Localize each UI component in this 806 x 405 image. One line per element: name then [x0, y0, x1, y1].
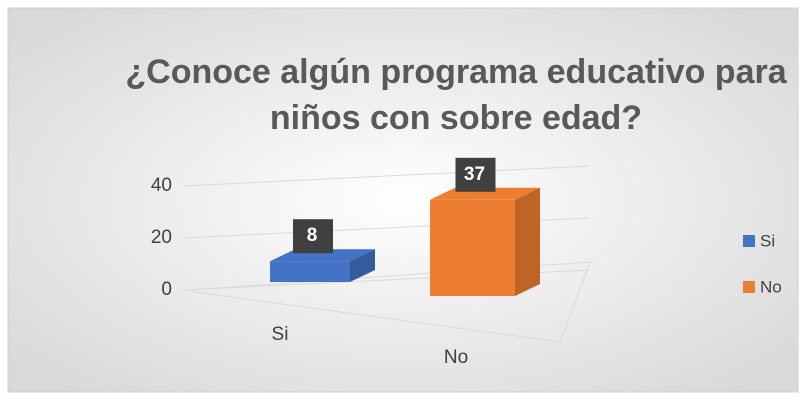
chart-title: niños con sobre edad? — [270, 99, 642, 137]
bar-side — [350, 249, 375, 282]
legend-swatch — [743, 281, 755, 293]
x-tick-label: Si — [272, 324, 289, 345]
data-label-box — [455, 157, 496, 192]
grid-line — [182, 165, 591, 187]
y-tick-label: 40 — [151, 175, 172, 196]
legend-swatch — [743, 235, 755, 247]
data-label: 8 — [307, 225, 318, 246]
bar — [270, 261, 350, 282]
y-tick-label: 0 — [161, 279, 172, 300]
bar — [430, 199, 515, 296]
chart-title: ¿Conoce algún programa educativo para — [125, 53, 787, 91]
legend-label: Si — [760, 231, 775, 250]
data-label: 37 — [464, 164, 485, 185]
y-tick-label: 20 — [151, 227, 172, 248]
chart-background — [7, 7, 799, 393]
legend-label: No — [760, 277, 782, 296]
data-label-box — [293, 219, 333, 254]
x-tick-label: No — [444, 347, 468, 368]
bar-side — [515, 187, 540, 296]
